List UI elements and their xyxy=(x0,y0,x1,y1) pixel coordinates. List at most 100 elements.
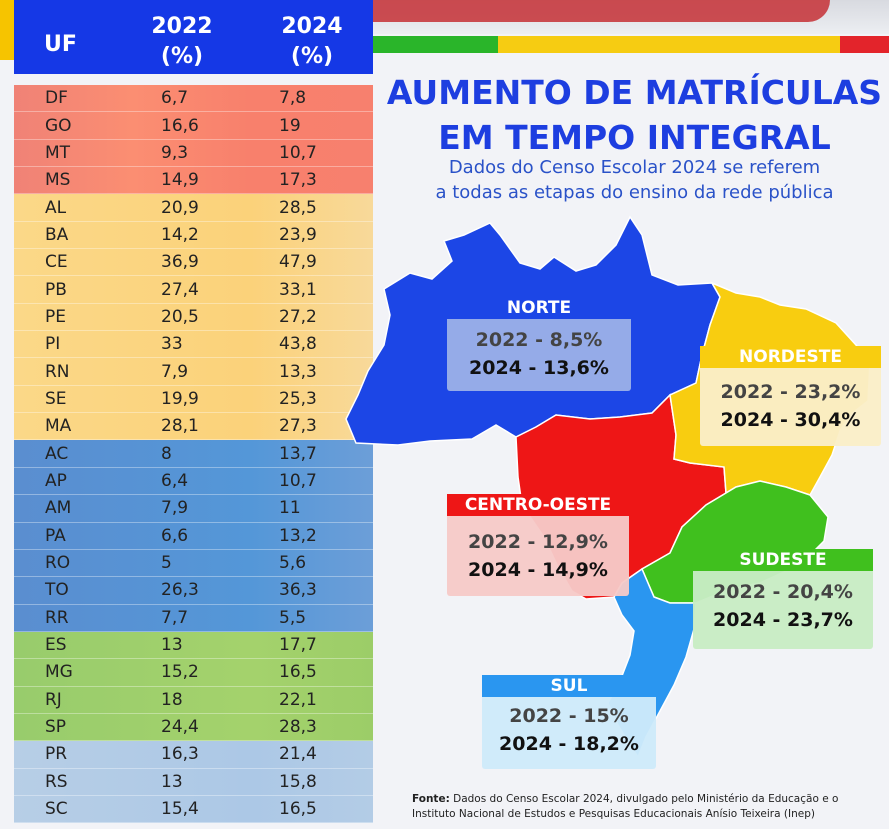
cell-uf: AL xyxy=(45,197,67,218)
region-box-sul: SUL 2022 - 15% 2024 - 18,2% xyxy=(482,675,656,769)
cell-2024: 21,4 xyxy=(279,744,317,765)
sul-2022: 2022 - 15% xyxy=(509,705,629,727)
cell-2024: 23,9 xyxy=(279,224,317,245)
region-box-sudeste: SUDESTE 2022 - 20,4% 2024 - 23,7% xyxy=(693,549,873,649)
cell-uf: PA xyxy=(45,525,66,546)
centro-oeste-2022: 2022 - 12,9% xyxy=(468,531,608,553)
page-subtitle: Dados do Censo Escolar 2024 se referem a… xyxy=(380,155,889,205)
nordeste-2022: 2022 - 23,2% xyxy=(720,381,861,403)
cell-2022: 20,9 xyxy=(161,197,199,218)
cell-2022: 8 xyxy=(161,443,172,464)
table-row: RR 7,7 5,5 xyxy=(14,604,373,632)
cell-2022: 7,9 xyxy=(161,361,189,382)
cell-2024: 25,3 xyxy=(279,388,317,409)
source-label: Fonte: xyxy=(412,793,450,805)
stripe-red xyxy=(840,36,889,53)
cell-2024: 15,8 xyxy=(279,771,317,792)
cell-2022: 9,3 xyxy=(161,142,189,163)
title-line-1: AUMENTO DE MATRÍCULAS xyxy=(386,73,883,112)
cell-2024: 28,3 xyxy=(279,717,317,738)
cell-uf: RO xyxy=(45,553,71,574)
data-table: UF 2022 (%) 2024 (%) DF 6,7 7,8 GO 16,6 19 MT 9,3… xyxy=(14,0,373,829)
table-row: SC 15,4 16,5 xyxy=(14,795,373,824)
cell-2024: 5,5 xyxy=(279,607,307,628)
norte-2024: 2024 - 13,6% xyxy=(469,357,609,379)
cell-2024: 17,3 xyxy=(279,170,317,191)
table-row: RN 7,9 13,3 xyxy=(14,358,373,386)
cell-2024: 10,7 xyxy=(279,470,317,491)
region-label-centro-oeste: CENTRO-OESTE xyxy=(447,494,629,516)
stripe-green xyxy=(372,36,498,53)
cell-2024: 16,5 xyxy=(279,799,317,820)
sul-2024: 2024 - 18,2% xyxy=(499,733,639,755)
table-row: AP 6,4 10,7 xyxy=(14,467,373,496)
cell-2024: 36,3 xyxy=(279,580,317,601)
cell-2024: 17,7 xyxy=(279,635,317,656)
table-row: MG 15,2 16,5 xyxy=(14,659,373,687)
cell-2022: 33 xyxy=(161,334,183,355)
cell-uf: RN xyxy=(45,361,70,382)
cell-uf: PI xyxy=(45,334,61,355)
header-2022: 2022 (%) xyxy=(151,14,213,69)
cell-uf: MS xyxy=(45,170,71,191)
table-row: AL 20,9 28,5 xyxy=(14,194,373,222)
centro-oeste-2024: 2024 - 14,9% xyxy=(468,559,608,581)
cell-uf: SP xyxy=(45,717,67,738)
corner-accent xyxy=(0,0,16,60)
cell-uf: MG xyxy=(45,662,73,683)
source-text-2: Instituto Nacional de Estudos e Pesquisa… xyxy=(412,808,815,820)
stripe-yellow xyxy=(498,36,840,53)
cell-2022: 6,4 xyxy=(161,470,189,491)
norte-2022: 2022 - 8,5% xyxy=(475,329,603,351)
cell-2022: 6,7 xyxy=(161,88,189,109)
cell-2022: 13 xyxy=(161,771,183,792)
cell-2022: 5 xyxy=(161,553,172,574)
table-row: SE 19,9 25,3 xyxy=(14,385,373,414)
cell-uf: SC xyxy=(45,799,68,820)
cell-2024: 13,7 xyxy=(279,443,317,464)
header-uf: UF xyxy=(44,32,77,57)
region-box-nordeste: NORDESTE 2022 - 23,2% 2024 - 30,4% xyxy=(700,346,881,446)
table-row: MT 9,3 10,7 xyxy=(14,139,373,168)
cell-2024: 19 xyxy=(279,115,301,136)
cell-2022: 19,9 xyxy=(161,388,199,409)
cell-2022: 36,9 xyxy=(161,252,199,273)
table-row: BA 14,2 23,9 xyxy=(14,221,373,250)
cell-uf: TO xyxy=(45,580,69,601)
cell-2024: 28,5 xyxy=(279,197,317,218)
cell-2024: 7,8 xyxy=(279,88,307,109)
cell-uf: AC xyxy=(45,443,69,464)
cell-uf: BA xyxy=(45,224,69,245)
cell-uf: CE xyxy=(45,252,68,273)
source-text-1: Dados do Censo Escolar 2024, divulgado p… xyxy=(449,793,839,805)
cell-2024: 43,8 xyxy=(279,334,317,355)
sudeste-2024: 2024 - 23,7% xyxy=(713,609,853,631)
cell-2024: 33,1 xyxy=(279,279,317,300)
sudeste-2022: 2022 - 20,4% xyxy=(713,581,853,603)
table-row: AM 7,9 11 xyxy=(14,495,373,523)
cell-2022: 7,9 xyxy=(161,498,189,519)
region-label-sudeste: SUDESTE xyxy=(693,549,873,571)
cell-2024: 11 xyxy=(279,498,301,519)
cell-uf: GO xyxy=(45,115,72,136)
cell-2024: 27,3 xyxy=(279,416,317,437)
top-decoration-shape xyxy=(360,0,830,22)
color-stripe xyxy=(372,36,889,53)
cell-2022: 13 xyxy=(161,635,183,656)
cell-2022: 6,6 xyxy=(161,525,189,546)
region-label-nordeste: NORDESTE xyxy=(700,346,881,368)
cell-2024: 27,2 xyxy=(279,306,317,327)
cell-2022: 15,2 xyxy=(161,662,199,683)
table-row: PE 20,5 27,2 xyxy=(14,303,373,332)
cell-2022: 16,3 xyxy=(161,744,199,765)
cell-2022: 26,3 xyxy=(161,580,199,601)
cell-uf: DF xyxy=(45,88,68,109)
table-row: ES 13 17,7 xyxy=(14,631,373,660)
cell-uf: AP xyxy=(45,470,67,491)
cell-2022: 15,4 xyxy=(161,799,199,820)
cell-uf: PB xyxy=(45,279,67,300)
table-row: TO 26,3 36,3 xyxy=(14,577,373,605)
subtitle-line-2: a todas as etapas do ensino da rede públ… xyxy=(435,182,834,203)
cell-uf: MA xyxy=(45,416,72,437)
table-row: PA 6,6 13,2 xyxy=(14,522,373,550)
